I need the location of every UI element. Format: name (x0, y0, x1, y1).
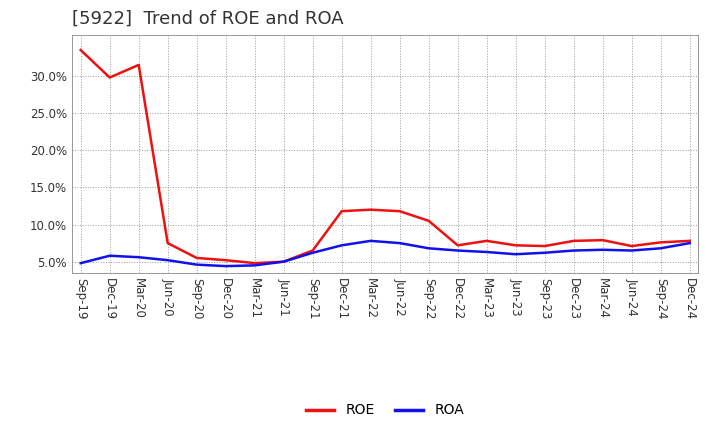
ROE (366, 207, 375, 213)
ROA (105, 253, 114, 258)
ROE (105, 75, 114, 80)
ROE (685, 238, 694, 243)
ROE (454, 243, 462, 248)
ROA (570, 248, 578, 253)
ROA (76, 260, 85, 266)
ROA (395, 240, 404, 246)
ROE (482, 238, 491, 243)
ROE (657, 240, 665, 245)
Line: ROA: ROA (81, 241, 690, 266)
Line: ROE: ROE (81, 50, 690, 263)
ROA (251, 263, 259, 268)
ROA (627, 248, 636, 253)
ROE (251, 260, 259, 266)
ROE (135, 62, 143, 67)
Text: [5922]  Trend of ROE and ROA: [5922] Trend of ROE and ROA (72, 10, 343, 28)
ROE (570, 238, 578, 243)
ROA (511, 252, 520, 257)
ROA (541, 250, 549, 255)
ROA (163, 257, 172, 263)
ROA (482, 249, 491, 255)
ROA (192, 262, 201, 267)
ROE (598, 238, 607, 243)
ROE (395, 209, 404, 214)
ROE (192, 255, 201, 260)
ROE (338, 209, 346, 214)
ROE (511, 243, 520, 248)
ROA (454, 248, 462, 253)
ROE (279, 259, 288, 264)
ROE (627, 243, 636, 249)
ROA (338, 243, 346, 248)
ROA (685, 240, 694, 246)
ROE (76, 48, 85, 53)
ROA (598, 247, 607, 253)
Legend: ROE, ROA: ROE, ROA (307, 403, 464, 417)
ROA (424, 246, 433, 251)
ROA (308, 250, 317, 255)
ROE (221, 257, 230, 263)
ROE (541, 243, 549, 249)
ROA (657, 246, 665, 251)
ROE (424, 218, 433, 224)
ROA (279, 259, 288, 264)
ROA (221, 264, 230, 269)
ROE (163, 240, 172, 246)
ROE (308, 248, 317, 253)
ROA (366, 238, 375, 243)
ROA (135, 255, 143, 260)
